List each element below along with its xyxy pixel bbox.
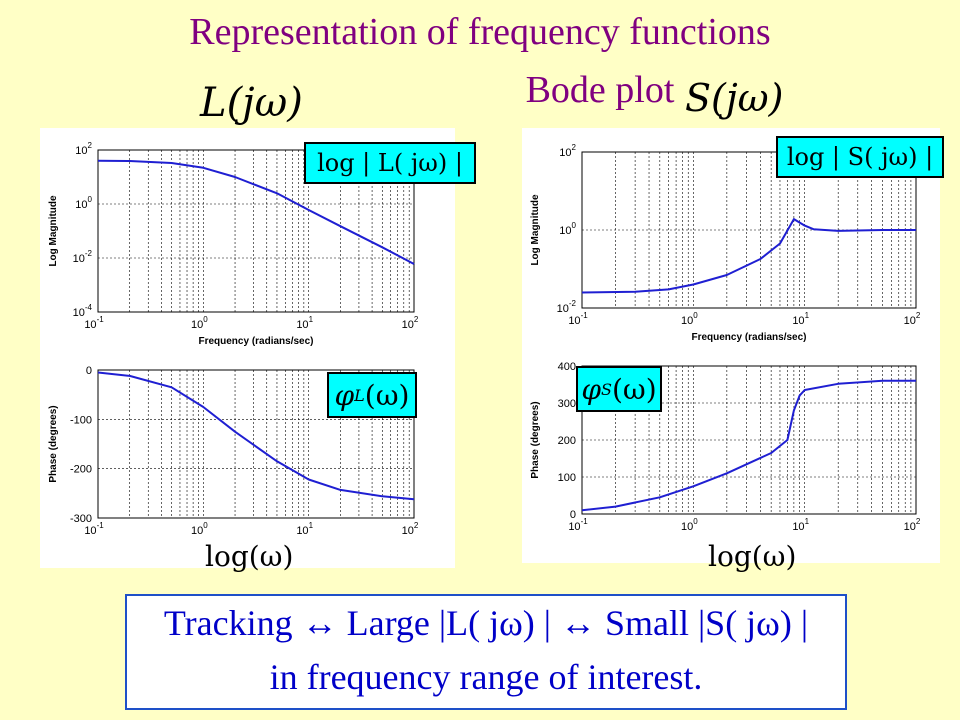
x-tick-exponent: 1 [309, 315, 314, 324]
log-omega-right: log(ω) [708, 540, 797, 573]
tracking-line-2: in frequency range of interest. [269, 657, 703, 697]
x-tick-label: 101 [296, 521, 313, 537]
page-title: Representation of frequency functions [189, 11, 771, 53]
x-tick-label: 102 [402, 315, 419, 331]
x-tick-exponent: 0 [203, 315, 208, 324]
series-line-0 [581, 379, 916, 512]
x-tick-label: 101 [792, 311, 809, 327]
x-tick-label: 101 [296, 315, 313, 331]
y-tick-label: 100 [75, 195, 92, 211]
x-tick-label: 102 [402, 521, 419, 537]
x-tick-label: 100 [191, 521, 208, 537]
x-tick-label: 101 [792, 517, 809, 533]
y-tick-label: -300 [70, 513, 92, 525]
x-tick-exponent: -1 [97, 521, 105, 530]
label-S: S(jω) [685, 76, 784, 120]
log-S-label: log | S( jω) | [776, 136, 944, 178]
y-axis-label: Log Magnitude [530, 194, 541, 266]
y-tick-label: -200 [70, 464, 92, 476]
x-tick-label: 10-1 [568, 311, 588, 327]
y-tick-label: 10-4 [73, 303, 93, 319]
x-tick-exponent: 2 [916, 517, 921, 526]
y-tick-label: 102 [559, 143, 576, 159]
phi-L-argument: (ω) [364, 378, 410, 412]
series-line-0 [581, 218, 916, 294]
y-axis-label: Phase (degrees) [48, 405, 59, 482]
x-tick-exponent: 2 [414, 315, 419, 324]
x-tick-exponent: 0 [203, 521, 208, 530]
y-tick-label: 10-2 [557, 299, 577, 315]
series-line-0 [97, 159, 415, 265]
phi-L-subscript: L [354, 385, 365, 405]
y-tick-exponent: 2 [572, 143, 577, 152]
phi-S-argument: (ω) [611, 372, 657, 406]
tracking-line-1: Tracking ↔ Large |L( jω) | ↔ Small |S( j… [163, 603, 809, 643]
x-tick-label: 100 [681, 311, 698, 327]
left-plot-panel: 10-4 10-2 100 102 10-1 100 101 102 Frequency (ra… [40, 128, 455, 568]
y-tick-label: 300 [558, 398, 576, 410]
x-tick-exponent: -1 [581, 517, 589, 526]
phi-L-label: φ L (ω) [327, 372, 417, 418]
page-subtitle: Bode plot [525, 69, 675, 111]
phi-L-symbol: φ [334, 378, 355, 412]
y-tick-label: 200 [558, 435, 576, 447]
x-tick-exponent: 2 [414, 521, 419, 530]
x-tick-exponent: 1 [805, 311, 810, 320]
phi-S-subscript: S [600, 379, 612, 399]
y-tick-exponent: 0 [572, 221, 577, 230]
phi-S-label: φ S (ω) [576, 366, 662, 412]
x-tick-exponent: 1 [805, 517, 810, 526]
y-tick-label: 10-2 [73, 249, 93, 265]
y-tick-exponent: -2 [569, 299, 577, 308]
right-plot-panel: 10-2 100 102 10-1 100 101 102 Frequency (radian… [522, 128, 940, 563]
label-L: L(jω) [200, 80, 303, 126]
y-tick-exponent: -2 [85, 249, 93, 258]
y-tick-label: 400 [558, 361, 576, 373]
y-tick-label: 0 [86, 365, 92, 377]
x-tick-exponent: -1 [97, 315, 105, 324]
y-tick-label: -100 [70, 414, 92, 426]
series-line-0 [97, 371, 415, 501]
x-tick-exponent: 0 [693, 311, 698, 320]
x-tick-exponent: 1 [309, 521, 314, 530]
y-axis-label: Phase (degrees) [530, 401, 541, 478]
y-tick-label: 100 [559, 221, 576, 237]
x-tick-label: 100 [191, 315, 208, 331]
y-axis-label: Log Magnitude [48, 195, 59, 267]
x-axis-label: Frequency (radians/sec) [691, 332, 806, 343]
phi-S-symbol: φ [581, 372, 601, 406]
y-tick-exponent: 0 [88, 195, 93, 204]
x-tick-label: 102 [904, 517, 921, 533]
y-tick-label: 100 [558, 472, 576, 484]
x-tick-exponent: -1 [581, 311, 589, 320]
y-tick-label: 0 [570, 509, 576, 521]
x-tick-exponent: 0 [693, 517, 698, 526]
tracking-box: Tracking ↔ Large |L( jω) | ↔ Small |S( j… [125, 594, 847, 710]
x-tick-label: 102 [904, 311, 921, 327]
x-tick-exponent: 2 [916, 311, 921, 320]
y-tick-exponent: 2 [88, 141, 93, 150]
x-axis-label: Frequency (radians/sec) [198, 336, 313, 347]
x-tick-label: 100 [681, 517, 698, 533]
log-L-label: log | L( jω) | [304, 142, 476, 184]
y-tick-exponent: -4 [85, 303, 93, 312]
log-omega-left: log(ω) [205, 540, 294, 573]
y-tick-label: 102 [75, 141, 92, 157]
x-tick-label: 10-1 [84, 315, 104, 331]
